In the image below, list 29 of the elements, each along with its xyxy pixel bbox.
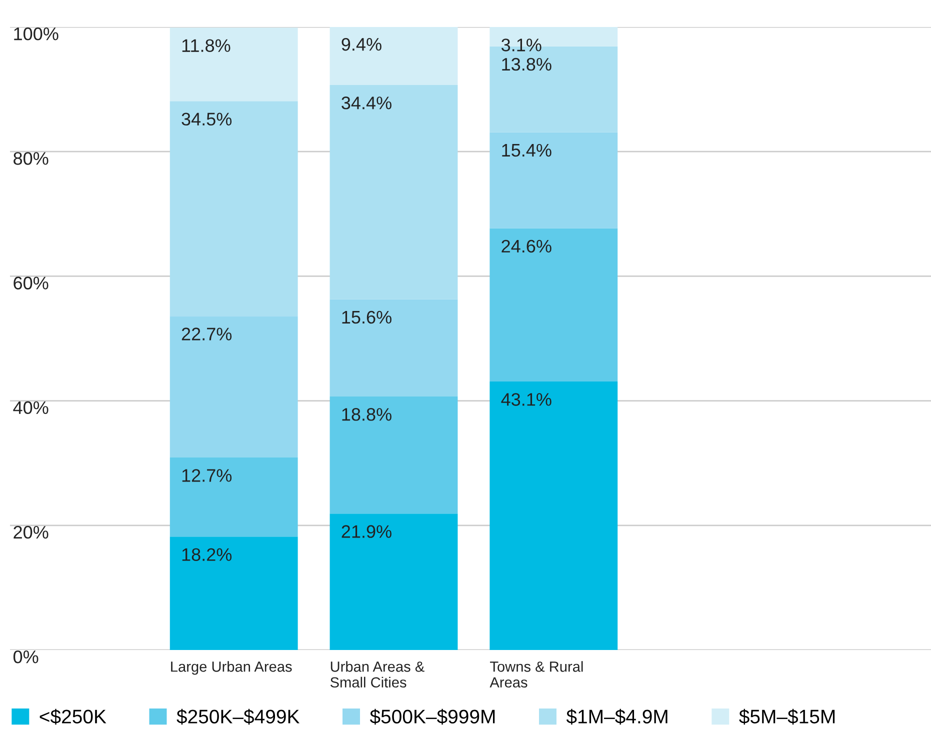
data-label: 3.1%	[501, 38, 542, 52]
y-tick-label: 80%	[14, 152, 48, 165]
data-label: 9.4%	[342, 38, 382, 51]
y-tick-label: 20%	[14, 526, 48, 539]
data-label: 22.7%	[182, 328, 232, 340]
x-tick-label: Large Urban Areas	[171, 661, 292, 675]
data-label: 34.5%	[182, 112, 232, 126]
legend-label: $500K–$999M	[370, 708, 495, 725]
y-tick-label: 60%	[14, 276, 48, 290]
data-label: 18.2%	[182, 548, 232, 561]
data-label: 13.8%	[502, 58, 552, 71]
data-label: 12.7%	[182, 469, 232, 482]
data-label: 21.9%	[342, 525, 392, 538]
data-label: 15.4%	[502, 144, 552, 157]
data-label: 24.6%	[502, 240, 552, 253]
data-label: 11.8%	[182, 39, 230, 52]
x-tick-label: Urban Areas & Small Cities	[330, 661, 424, 688]
x-tick-label: Towns & Rural Areas	[490, 661, 583, 688]
data-label: 34.4%	[342, 96, 392, 110]
legend-label: $1M–$4.9M	[566, 708, 668, 725]
legend-label: $5M–$15M	[739, 708, 835, 725]
data-label: 43.1%	[501, 393, 552, 406]
legend-label: <$250K	[40, 708, 106, 725]
y-tick-label: 0%	[13, 650, 38, 664]
y-tick-label: 40%	[13, 401, 48, 414]
legend-label: $250K–$499K	[176, 708, 300, 725]
y-tick-label: 100%	[14, 27, 58, 40]
data-label: 18.8%	[342, 408, 392, 421]
data-label: 15.6%	[342, 310, 392, 324]
